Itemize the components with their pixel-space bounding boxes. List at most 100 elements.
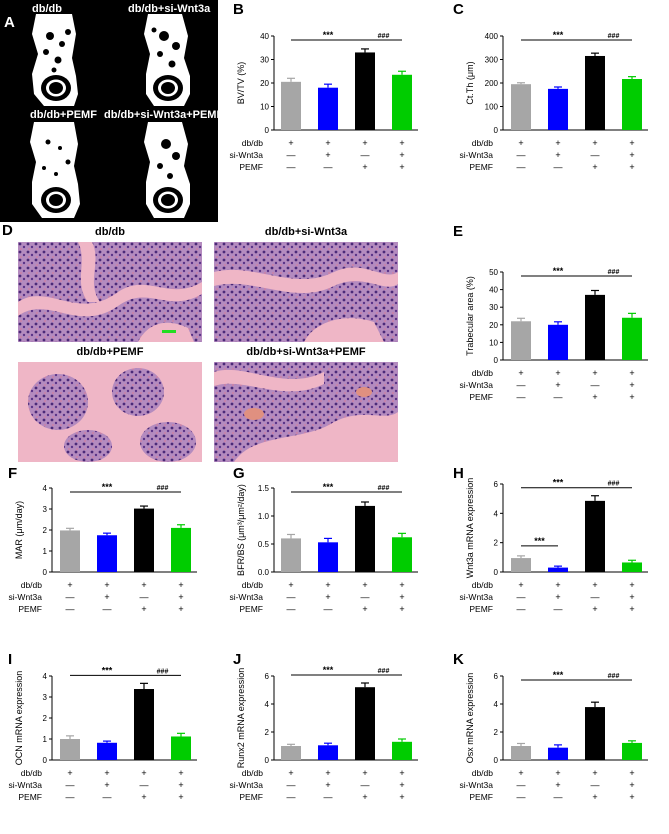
- treatment-sign-i-1-3: +: [178, 780, 183, 790]
- treatment-sign-j-2-1: —: [324, 792, 333, 802]
- treatment-sign-c-0-3: +: [629, 138, 634, 148]
- panel-label-f: F: [8, 465, 17, 482]
- treatment-sign-h-0-0: +: [518, 580, 523, 590]
- treatment-sign-f-2-3: +: [178, 604, 183, 614]
- treatment-row-label-c-2: PEMF: [469, 162, 493, 172]
- treatment-sign-b-2-2: +: [362, 162, 367, 172]
- treatment-sign-f-1-2: —: [140, 592, 149, 602]
- treatment-sign-i-1-0: —: [66, 780, 75, 790]
- sig-label-c-0: ***: [553, 30, 564, 40]
- treatment-sign-h-1-3: +: [629, 592, 634, 602]
- treatment-sign-h-2-0: —: [517, 604, 526, 614]
- chart-b: B 0 10 20 30 40 BV/TV (%) *** ### db/db + + + + si-Wnt…: [229, 1, 418, 172]
- bar-e-0: [511, 321, 531, 360]
- treatment-sign-f-2-2: +: [141, 604, 146, 614]
- treatment-sign-i-2-2: +: [141, 792, 146, 802]
- bar-b-2: [355, 52, 375, 131]
- treatment-sign-f-1-1: +: [104, 592, 109, 602]
- treatment-row-label-b-1: si-Wnt3a: [229, 150, 263, 160]
- treatment-sign-j-0-1: +: [325, 768, 330, 778]
- histology-image-1: [18, 242, 202, 342]
- treatment-sign-i-0-0: +: [67, 768, 72, 778]
- panel-label-d: D: [2, 222, 13, 239]
- bar-e-2: [585, 294, 605, 360]
- treatment-sign-i-1-1: +: [104, 780, 109, 790]
- y-tick-label-b: 30: [260, 56, 269, 65]
- sig-label-g-0: ***: [323, 482, 334, 492]
- microct-title-2: db/db+si-Wnt3a: [128, 3, 211, 15]
- bar-f-2: [134, 508, 154, 572]
- bar-g-0: [281, 538, 301, 572]
- panel-label-e: E: [453, 223, 463, 240]
- sig-label-i-0: ***: [102, 665, 113, 675]
- y-tick-label-i: 0: [43, 756, 48, 765]
- treatment-sign-b-0-2: +: [362, 138, 367, 148]
- treatment-sign-i-2-3: +: [178, 792, 183, 802]
- treatment-sign-c-1-2: —: [591, 150, 600, 160]
- microct-bone-1: [32, 14, 78, 106]
- sig-label-h-0: ***: [553, 478, 564, 488]
- treatment-row-label-e-2: PEMF: [469, 392, 493, 402]
- treatment-sign-j-0-2: +: [362, 768, 367, 778]
- bar-f-0: [60, 530, 80, 572]
- sig-label-b-0: ***: [323, 30, 334, 40]
- treatment-sign-c-2-0: —: [517, 162, 526, 172]
- treatment-sign-k-1-0: —: [517, 780, 526, 790]
- treatment-row-label-g-1: si-Wnt3a: [229, 592, 263, 602]
- treatment-sign-h-1-2: —: [591, 592, 600, 602]
- treatment-sign-f-0-3: +: [178, 580, 183, 590]
- treatment-sign-j-2-2: +: [362, 792, 367, 802]
- treatment-sign-j-0-0: +: [288, 768, 293, 778]
- treatment-sign-c-1-1: +: [555, 150, 560, 160]
- sig-label-f-0: ***: [102, 482, 113, 492]
- treatment-sign-f-0-2: +: [141, 580, 146, 590]
- y-axis-title-g: BFR/BS (μm³/μm²/day): [236, 484, 246, 576]
- treatment-sign-g-1-1: +: [325, 592, 330, 602]
- y-tick-label-g: 1.5: [258, 484, 270, 493]
- treatment-sign-c-0-2: +: [592, 138, 597, 148]
- y-tick-label-j: 6: [265, 672, 270, 681]
- treatment-sign-j-1-2: —: [361, 780, 370, 790]
- treatment-sign-e-2-0: —: [517, 392, 526, 402]
- treatment-sign-e-2-2: +: [592, 392, 597, 402]
- treatment-sign-k-1-2: —: [591, 780, 600, 790]
- treatment-sign-k-2-2: +: [592, 792, 597, 802]
- y-axis-title-h: Wnt3a mRNA expression: [465, 478, 475, 579]
- treatment-sign-k-1-3: +: [629, 780, 634, 790]
- treatment-sign-j-2-3: +: [399, 792, 404, 802]
- treatment-row-label-h-0: db/db: [472, 580, 494, 590]
- y-axis-title-e: Trabecular area (%): [465, 276, 475, 356]
- sig-label-c-1: ###: [608, 33, 620, 40]
- panel-label-i: I: [8, 651, 12, 668]
- treatment-sign-h-1-1: +: [555, 592, 560, 602]
- treatment-sign-k-0-2: +: [592, 768, 597, 778]
- y-tick-label-h: 4: [494, 509, 499, 518]
- bar-g-2: [355, 505, 375, 572]
- histology-title-3: db/db+PEMF: [76, 346, 144, 358]
- bar-h-1: [548, 567, 568, 572]
- treatment-sign-c-1-0: —: [517, 150, 526, 160]
- treatment-sign-b-0-1: +: [325, 138, 330, 148]
- y-tick-label-c: 300: [485, 56, 499, 65]
- treatment-row-label-k-0: db/db: [472, 768, 494, 778]
- treatment-sign-b-1-3: +: [399, 150, 404, 160]
- treatment-sign-b-1-1: +: [325, 150, 330, 160]
- treatment-row-label-f-2: PEMF: [18, 604, 42, 614]
- treatment-sign-k-2-3: +: [629, 792, 634, 802]
- microct-title-4: db/db+si-Wnt3a+PEMF: [104, 109, 224, 121]
- treatment-row-label-f-1: si-Wnt3a: [8, 592, 42, 602]
- treatment-sign-b-2-1: —: [324, 162, 333, 172]
- treatment-sign-g-1-2: —: [361, 592, 370, 602]
- chart-k: K 0 2 4 6 Osx mRNA expression *** ### db/db + + + + s…: [453, 651, 648, 802]
- treatment-sign-h-2-3: +: [629, 604, 634, 614]
- y-tick-label-k: 0: [494, 756, 499, 765]
- bar-j-1: [318, 745, 338, 760]
- y-tick-label-k: 6: [494, 672, 499, 681]
- treatment-sign-b-0-3: +: [399, 138, 404, 148]
- treatment-sign-g-0-0: +: [288, 580, 293, 590]
- bar-f-3: [171, 527, 191, 572]
- bar-c-2: [585, 55, 605, 130]
- treatment-sign-i-0-3: +: [178, 768, 183, 778]
- sig-label-e-0: ***: [553, 266, 564, 276]
- y-tick-label-e: 30: [489, 303, 498, 312]
